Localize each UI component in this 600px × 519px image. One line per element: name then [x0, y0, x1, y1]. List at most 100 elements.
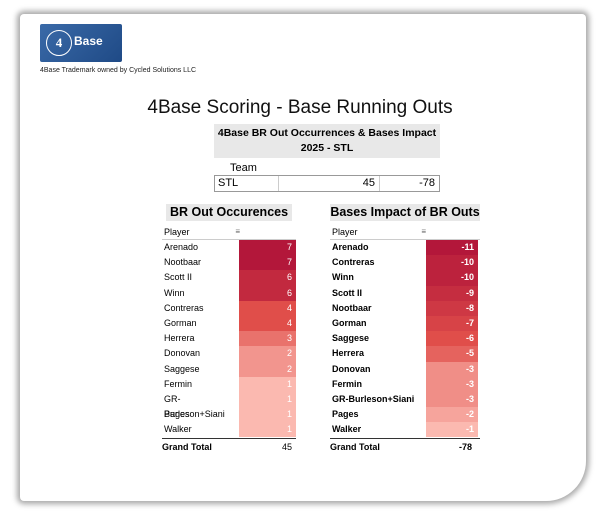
trademark-note: 4Base Trademark owned by Cycled Solution… — [40, 67, 197, 74]
heat-cell: 6 — [238, 270, 296, 286]
table-row: Donovan -3 — [330, 361, 480, 377]
player-name: Arenado — [164, 242, 199, 252]
table-row: Fermin -3 — [330, 376, 480, 392]
player-name: Gorman — [332, 317, 367, 328]
player-name: Saggese — [164, 363, 200, 374]
table-row: Pages -2 — [330, 407, 480, 423]
logo-mark: 4 — [46, 30, 72, 56]
summary-header-line2: 2025 - STL — [300, 142, 354, 154]
grand-total-label: Grand Total — [162, 441, 212, 452]
table-row: Winn -10 — [330, 270, 480, 286]
table-row: Donovan 2 — [162, 346, 296, 362]
heat-cell: -10 — [426, 255, 478, 271]
table-row: Nootbaar 7 — [162, 255, 296, 271]
table-row: Herrera -5 — [330, 346, 480, 362]
table-row: GR-Burleson+Siani 1 — [162, 391, 296, 420]
heat-cell: 1 — [238, 422, 296, 438]
heat-cell: 6 — [238, 285, 296, 301]
player-header-label: Player — [164, 227, 190, 237]
player-name: Herrera — [164, 333, 195, 344]
summary-header: 4Base BR Out Occurrences & Bases Impact … — [214, 124, 440, 158]
player-name: GR-Burleson+Siani — [164, 393, 225, 420]
grand-total-row: Grand Total 45 — [162, 438, 296, 454]
summary-row: STL 45 -78 — [214, 175, 440, 192]
player-header-label: Player — [332, 227, 358, 237]
player-name: Contreras — [164, 302, 204, 313]
heat-cell: 1 — [238, 391, 296, 408]
heat-cell: -5 — [426, 346, 478, 362]
table-row: Fermin 1 — [162, 376, 296, 392]
impact-cell: -78 — [419, 177, 435, 189]
page-title: 4Base Scoring - Base Running Outs — [147, 97, 453, 118]
heat-cell: -3 — [426, 361, 478, 377]
heat-cell: 2 — [238, 361, 296, 377]
player-name: Donovan — [332, 363, 371, 374]
column-header: Player ≡ — [330, 225, 480, 240]
table-row: Contreras 4 — [162, 300, 296, 316]
player-name: Pages — [164, 409, 190, 420]
heat-cell: 1 — [238, 376, 296, 392]
grand-total-row: Grand Total -78 — [330, 438, 480, 454]
player-name: Winn — [332, 272, 354, 283]
player-name: Nootbaar — [332, 302, 372, 313]
table-row: Nootbaar -8 — [330, 300, 480, 316]
player-header[interactable]: Player ≡ — [162, 227, 250, 237]
table-row: Herrera 3 — [162, 331, 296, 347]
heat-cell: 4 — [238, 300, 296, 316]
grand-total-value: 45 — [281, 441, 292, 452]
table-row: Scott II -9 — [330, 285, 480, 301]
heat-cell: -8 — [426, 300, 478, 316]
heat-cell: -7 — [426, 315, 478, 332]
table-row: Winn 6 — [162, 285, 296, 301]
grand-total-value: -78 — [458, 441, 472, 452]
player-name: Walker — [332, 424, 362, 435]
player-name: Pages — [332, 409, 359, 420]
table-rows: Arenado -11 Contreras -10 Winn -10 Scott II -9 N… — [330, 240, 480, 438]
report-frame — [20, 14, 586, 501]
player-name: Contreras — [332, 257, 375, 268]
table-row: Arenado -11 — [330, 240, 480, 256]
table-row: Walker 1 — [162, 422, 296, 438]
column-header: Player ≡ — [162, 225, 296, 240]
table-title: BR Out Occurences — [166, 204, 292, 221]
table-row: Gorman 4 — [162, 315, 296, 332]
table-row: Saggese -6 — [330, 331, 480, 347]
summary-header-line1: 4Base BR Out Occurrences & Bases Impact — [217, 127, 437, 139]
table-row: GR-Burleson+Siani -3 — [330, 391, 480, 408]
heat-cell: -6 — [426, 331, 478, 347]
table-row: Pages 1 — [162, 407, 296, 423]
heat-cell: -2 — [426, 407, 478, 423]
player-header[interactable]: Player ≡ — [330, 227, 436, 237]
table-row: Saggese 2 — [162, 361, 296, 377]
heat-cell: 3 — [238, 331, 296, 347]
heat-cell: -3 — [426, 376, 478, 392]
team-label: Team — [230, 162, 257, 174]
player-name: Nootbaar — [164, 257, 202, 268]
table-title: Bases Impact of BR Outs — [330, 204, 480, 221]
heat-cell: 4 — [238, 315, 296, 332]
heat-cell: -9 — [426, 285, 478, 301]
heat-cell: 2 — [238, 346, 296, 362]
heat-cell: -1 — [426, 422, 478, 438]
table-row: Gorman -7 — [330, 315, 480, 332]
player-name: Fermin — [332, 378, 363, 389]
4base-logo: 4 Base — [40, 24, 122, 62]
player-name: Gorman — [164, 317, 197, 328]
grand-total-label: Grand Total — [330, 441, 380, 452]
filter-icon[interactable]: ≡ — [235, 227, 240, 236]
sort-icon[interactable]: ≡ — [421, 227, 426, 236]
player-name: Scott II — [332, 287, 363, 298]
team-cell: STL — [215, 176, 279, 191]
heat-cell: 7 — [238, 255, 296, 271]
table-row: Arenado 7 — [162, 240, 296, 256]
player-name: GR-Burleson+Siani — [332, 393, 415, 404]
player-name: Scott II — [164, 272, 193, 283]
heat-cell: 1 — [238, 407, 296, 423]
heat-cell: -10 — [426, 270, 478, 286]
player-name: Herrera — [332, 348, 365, 359]
player-name: Saggese — [332, 333, 370, 344]
br-out-occurrences-table: BR Out Occurences Player ≡ Arenado 7 Nootba… — [162, 204, 296, 454]
player-name: Winn — [164, 287, 185, 298]
bases-impact-table: Bases Impact of BR Outs Player ≡ Arenado -… — [330, 204, 480, 454]
player-name: Walker — [164, 424, 192, 435]
